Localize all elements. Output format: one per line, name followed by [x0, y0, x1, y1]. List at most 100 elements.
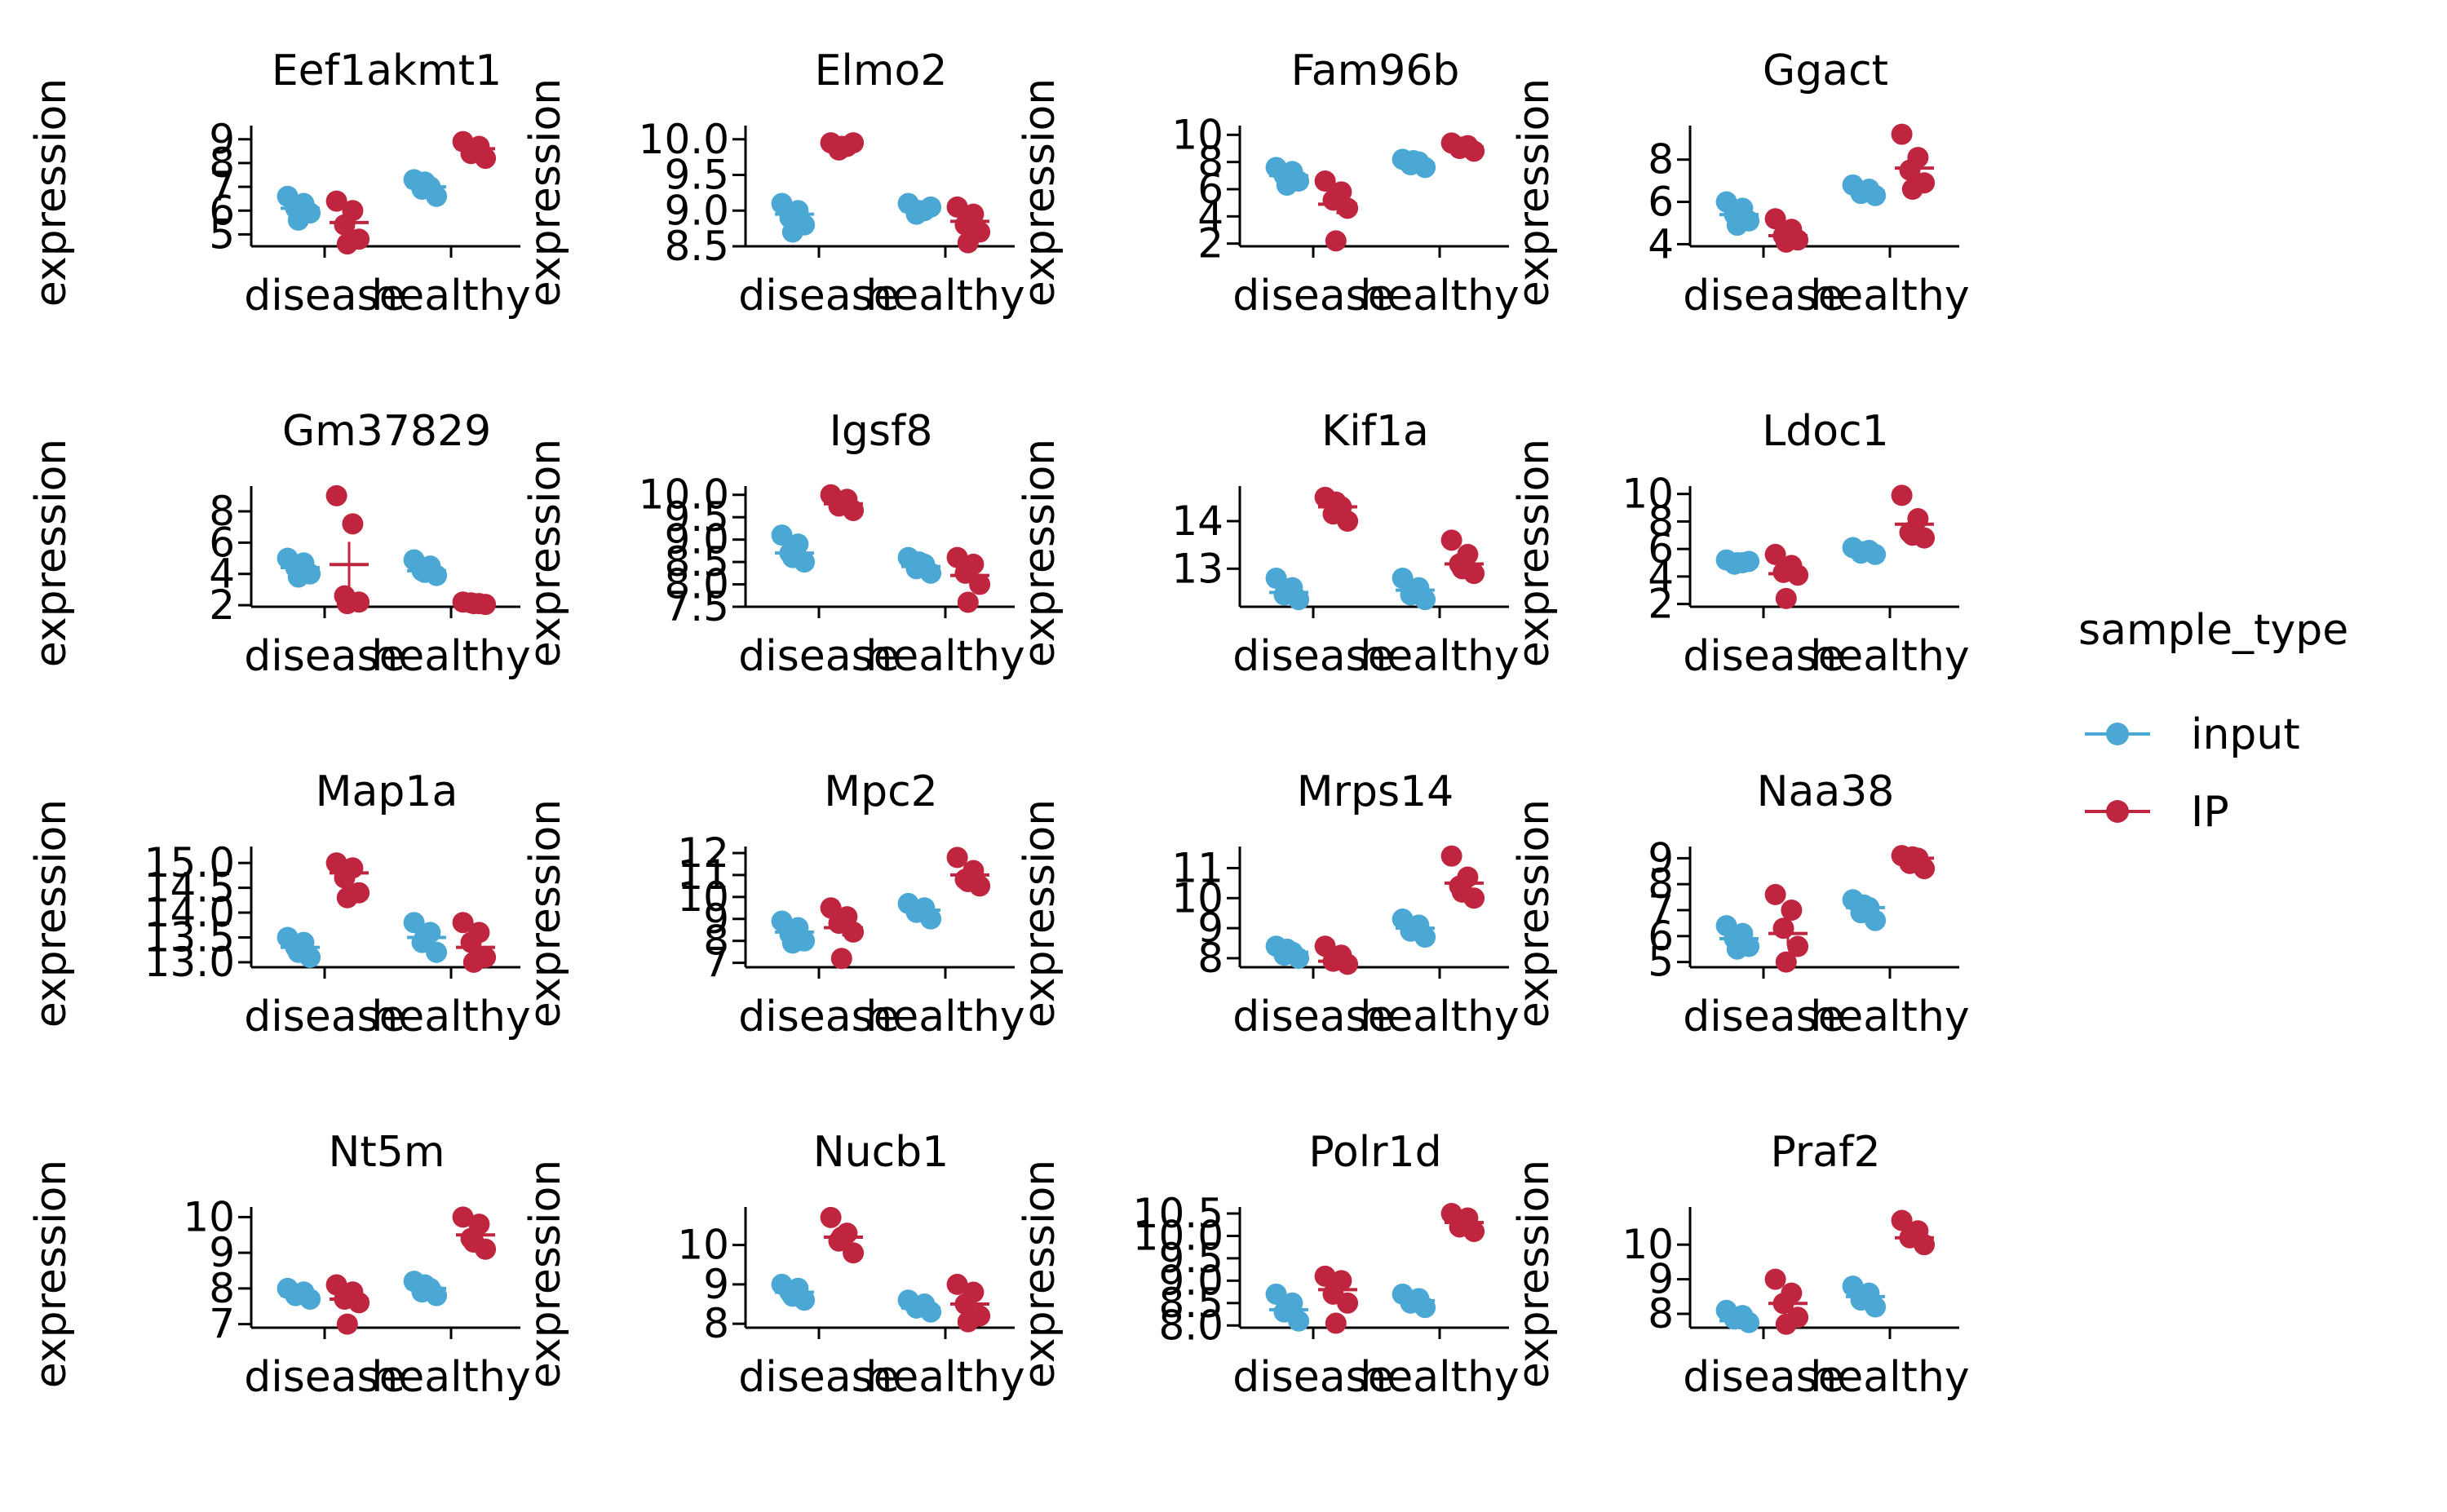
y-tick-label: 8: [703, 1300, 729, 1347]
y-tick-label: 8: [1197, 139, 1224, 186]
panel-elmo2: Elmo2 expression 8.59.09.510.0 diseasehealt…: [521, 46, 1025, 321]
x-tick-label-healthy: healthy: [1360, 993, 1519, 1041]
data-point-input: [287, 209, 309, 231]
data-point-ip: [1775, 587, 1797, 609]
x-tick-label-healthy: healthy: [865, 1353, 1024, 1402]
x-tick-label-healthy: healthy: [1810, 1353, 1969, 1402]
y-tick-label: 4: [1648, 220, 1674, 267]
y-tick-label: 8: [209, 488, 235, 535]
x-tick-label-disease: disease: [1683, 632, 1844, 681]
legend-label-input: input: [2191, 710, 2300, 759]
data-point-input: [1276, 938, 1298, 960]
data-point-input: [1865, 909, 1887, 931]
y-tick-label: 11: [677, 851, 729, 899]
data-point-input: [1402, 150, 1424, 171]
data-point-input: [781, 221, 803, 243]
data-point-ip: [843, 921, 865, 943]
y-tick-label: 14.5: [144, 864, 235, 912]
y-tick-label: 8: [209, 1265, 235, 1312]
y-tick-label: 6: [1648, 525, 1674, 573]
x-tick-label-disease: disease: [1683, 1353, 1844, 1402]
x-tick-label-disease: disease: [244, 1353, 405, 1402]
y-tick-label: 8.0: [664, 561, 729, 608]
data-point-input: [1276, 1297, 1298, 1319]
data-point-ip: [1787, 935, 1809, 957]
y-tick-label: 2: [1648, 581, 1674, 628]
data-point-ip: [1891, 484, 1913, 506]
x-tick-label-disease: disease: [244, 632, 405, 681]
legend-entry-ip: IP: [2085, 788, 2229, 837]
y-tick-label: 10: [1622, 471, 1674, 518]
y-tick-label: 14.0: [144, 889, 235, 936]
y-tick-label: 10.5: [1133, 1190, 1224, 1237]
y-tick-label: 6: [1648, 179, 1674, 226]
data-point-ip: [462, 1231, 485, 1253]
data-point-input: [781, 932, 803, 954]
legend-entry-input: input: [2085, 710, 2300, 759]
y-tick-label: 9: [703, 1261, 729, 1308]
y-tick-label: 7.5: [664, 583, 729, 630]
x-tick-label-disease: disease: [738, 1353, 900, 1402]
y-tick-label: 7: [1648, 886, 1674, 934]
data-point-input: [426, 185, 448, 207]
y-tick-label: 4: [209, 550, 235, 598]
x-tick-label-healthy: healthy: [1360, 632, 1519, 681]
y-axis-label: expression: [27, 1160, 76, 1389]
data-point-ip: [1440, 529, 1462, 551]
y-axis-label: expression: [521, 78, 570, 307]
y-axis-label: expression: [1510, 78, 1559, 307]
data-point-ip: [1764, 208, 1786, 230]
data-point-input: [287, 1283, 309, 1305]
panel-title: Gm37829: [282, 407, 491, 456]
y-tick-label: 13.5: [144, 913, 235, 961]
data-point-ip: [1337, 1292, 1359, 1314]
data-point-ip: [452, 1206, 474, 1228]
panel-map1a: Map1a expression 13.013.514.014.515.0 disea…: [27, 767, 531, 1041]
x-tick-label-healthy: healthy: [865, 993, 1024, 1041]
data-point-ip: [1337, 197, 1359, 219]
data-point-ip: [830, 135, 852, 157]
data-point-ip: [843, 1242, 865, 1264]
x-tick-label-disease: disease: [1232, 632, 1394, 681]
data-point-ip: [336, 1313, 358, 1335]
x-tick-label-disease: disease: [1683, 993, 1844, 1041]
data-point-ip: [1337, 511, 1359, 532]
legend-title: sample_type: [2078, 606, 2348, 655]
data-point-ip: [336, 593, 358, 615]
panel-igsf8: Igsf8 expression 7.58.08.59.09.510.0 diseas…: [521, 407, 1025, 681]
data-point-input: [1726, 938, 1748, 960]
x-tick-label-healthy: healthy: [1810, 632, 1969, 681]
x-tick-label-healthy: healthy: [1810, 993, 1969, 1041]
legend-key-point-input: [2106, 723, 2129, 745]
y-tick-label: 13.0: [144, 939, 235, 986]
x-tick-label-healthy: healthy: [371, 1353, 530, 1402]
y-tick-label: 10: [1171, 874, 1224, 922]
data-point-input: [908, 551, 930, 573]
y-tick-label: 9.0: [1158, 1257, 1224, 1304]
data-point-ip: [1764, 883, 1786, 905]
x-tick-label-healthy: healthy: [865, 632, 1024, 681]
y-tick-label: 8: [703, 917, 729, 965]
panel-title: Ggact: [1763, 46, 1888, 95]
data-point-input: [1402, 581, 1424, 603]
y-tick-label: 10: [1171, 111, 1224, 158]
y-tick-label: 8: [1197, 935, 1224, 982]
data-point-ip: [1775, 1313, 1797, 1335]
y-axis-label: expression: [1016, 799, 1064, 1028]
data-point-input: [1276, 175, 1298, 196]
x-tick-label-disease: disease: [1232, 993, 1394, 1041]
panel-title: Fam96b: [1291, 46, 1460, 95]
data-point-input: [1726, 214, 1748, 237]
y-tick-label: 8: [209, 139, 235, 187]
y-axis-label: expression: [27, 439, 76, 668]
data-point-input: [781, 546, 803, 568]
data-point-ip: [957, 1311, 979, 1333]
data-point-ip: [462, 140, 485, 162]
y-axis-label: expression: [27, 78, 76, 307]
y-tick-label: 7: [703, 939, 729, 987]
y-tick-label: 4: [1648, 553, 1674, 600]
data-point-ip: [1325, 1312, 1347, 1334]
